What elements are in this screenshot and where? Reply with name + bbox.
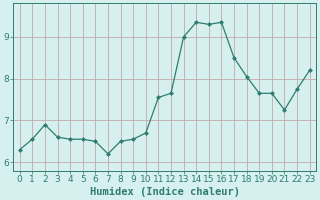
X-axis label: Humidex (Indice chaleur): Humidex (Indice chaleur) [90,186,240,197]
